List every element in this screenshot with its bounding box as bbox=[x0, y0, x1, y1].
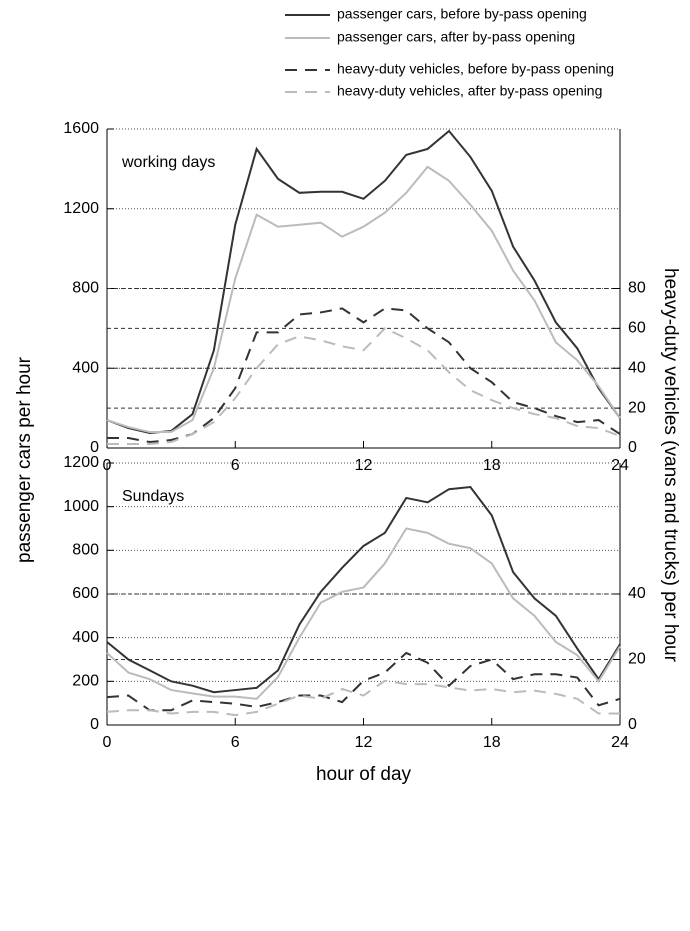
y-tick-label: 800 bbox=[72, 280, 99, 297]
y2-tick-label: 0 bbox=[628, 716, 637, 733]
y2-tick-label: 40 bbox=[628, 585, 646, 602]
series-line bbox=[106, 651, 621, 712]
y2-tick-label: 60 bbox=[628, 320, 646, 337]
annotation: Sundays bbox=[122, 488, 184, 505]
annotation: working days bbox=[121, 154, 215, 171]
y-tick-label: 200 bbox=[72, 673, 99, 690]
series-line bbox=[106, 679, 620, 717]
y2-tick-label: 20 bbox=[628, 651, 646, 668]
y-tick-label: 1200 bbox=[63, 200, 99, 217]
x-tick-label: 6 bbox=[231, 457, 240, 474]
legend-label: passenger cars, before by-pass opening bbox=[337, 6, 587, 22]
y-tick-label: 1000 bbox=[63, 498, 99, 515]
y-tick-label: 1600 bbox=[63, 120, 99, 137]
y2-tick-label: 80 bbox=[628, 280, 646, 297]
x-tick-label: 6 bbox=[231, 734, 240, 751]
y2-tick-label: 40 bbox=[628, 359, 646, 376]
x-tick-label: 12 bbox=[355, 734, 373, 751]
series-line bbox=[106, 485, 621, 694]
y-tick-label: 800 bbox=[72, 542, 99, 559]
y-tick-label: 600 bbox=[72, 585, 99, 602]
series-line bbox=[106, 129, 621, 435]
x-tick-label: 12 bbox=[355, 457, 373, 474]
legend-label: heavy-duty vehicles, before by-pass open… bbox=[337, 61, 614, 77]
series-line bbox=[107, 327, 621, 446]
y2-axis-title: heavy-duty vehicles (vans and trucks) pe… bbox=[660, 268, 681, 663]
series-line bbox=[106, 527, 621, 700]
series-line bbox=[106, 165, 621, 434]
x-tick-label: 24 bbox=[611, 734, 629, 751]
x-tick-label: 0 bbox=[103, 734, 112, 751]
y-tick-label: 0 bbox=[90, 439, 99, 456]
y-tick-label: 400 bbox=[72, 629, 99, 646]
y-tick-label: 1200 bbox=[63, 454, 99, 471]
y-tick-label: 0 bbox=[90, 716, 99, 733]
y-axis-title: passenger cars per hour bbox=[14, 356, 35, 563]
y2-tick-label: 0 bbox=[628, 439, 637, 456]
legend-label: heavy-duty vehicles, after by-pass openi… bbox=[337, 83, 602, 99]
x-tick-label: 18 bbox=[483, 734, 501, 751]
y-tick-label: 400 bbox=[72, 359, 99, 376]
legend-label: passenger cars, after by-pass opening bbox=[337, 29, 575, 45]
y2-tick-label: 20 bbox=[628, 399, 646, 416]
x-axis-title: hour of day bbox=[316, 764, 412, 785]
x-tick-label: 18 bbox=[483, 457, 501, 474]
